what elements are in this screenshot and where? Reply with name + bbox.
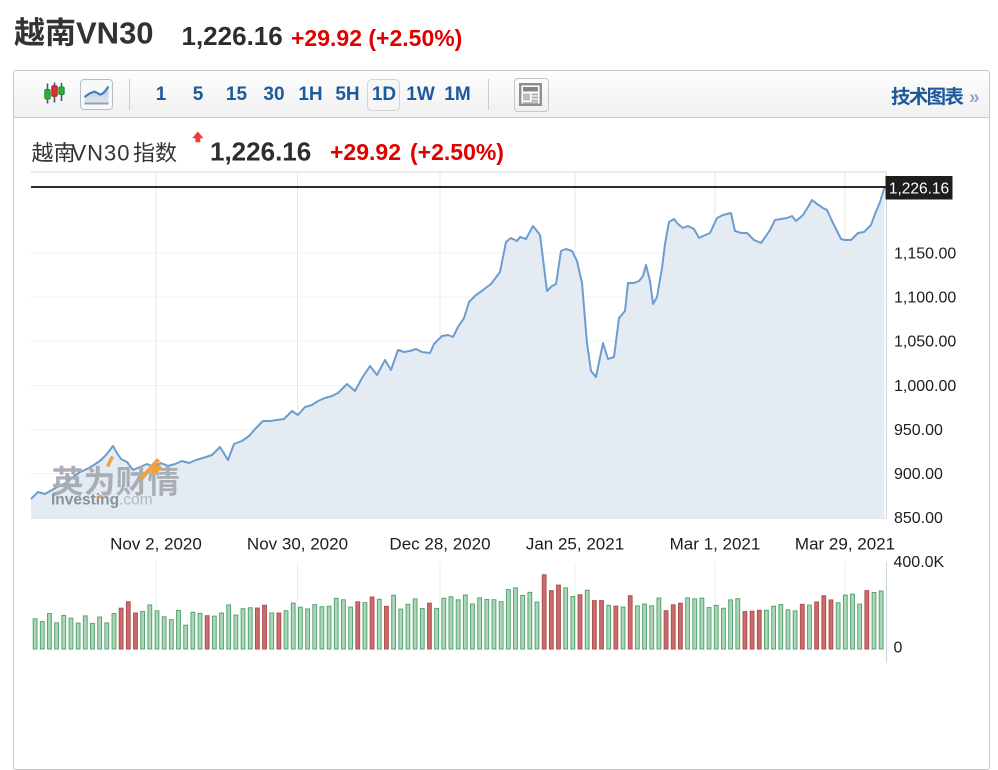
svg-text:Dec 28, 2020: Dec 28, 2020 — [389, 535, 490, 554]
svg-text:(+2.50%): (+2.50%) — [410, 139, 504, 165]
svg-text:Jan 25, 2021: Jan 25, 2021 — [526, 535, 624, 554]
svg-text:1,226.16: 1,226.16 — [889, 181, 949, 198]
svg-text:Investing.com: Investing.com — [51, 492, 153, 509]
svg-text:1,050.00: 1,050.00 — [894, 334, 956, 351]
svg-text:Mar 29, 2021: Mar 29, 2021 — [795, 535, 895, 554]
svg-text:950.00: 950.00 — [894, 422, 943, 439]
svg-text:900.00: 900.00 — [894, 466, 943, 483]
svg-text:850.00: 850.00 — [894, 510, 943, 527]
svg-text:1,000.00: 1,000.00 — [894, 378, 956, 395]
svg-text:1,100.00: 1,100.00 — [894, 290, 956, 307]
svg-text:VN30: VN30 — [76, 16, 154, 51]
svg-text:1,226.16: 1,226.16 — [210, 137, 311, 167]
svg-text:400.0K: 400.0K — [894, 554, 945, 571]
svg-text:1,150.00: 1,150.00 — [894, 246, 956, 263]
svg-text:Nov 2, 2020: Nov 2, 2020 — [110, 535, 202, 554]
svg-text:Nov 30, 2020: Nov 30, 2020 — [247, 535, 348, 554]
svg-text:0: 0 — [894, 640, 903, 657]
svg-text:Mar 1, 2021: Mar 1, 2021 — [670, 535, 761, 554]
svg-text:+29.92: +29.92 — [330, 139, 401, 165]
svg-text:»: » — [969, 88, 980, 109]
svg-text:VN30: VN30 — [72, 141, 131, 166]
